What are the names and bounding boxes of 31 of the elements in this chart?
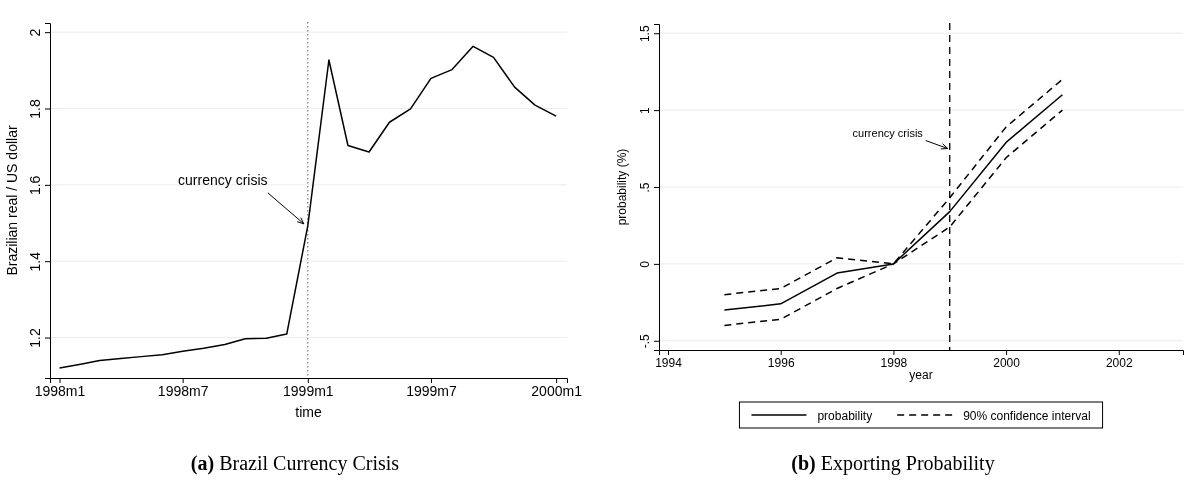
x-tick-label: 1998	[880, 355, 908, 370]
x-tick-label: 2002	[1105, 355, 1133, 370]
y-tick-label: 1.8	[27, 99, 43, 119]
text: (a) Brazil Currency Crisis	[190, 452, 400, 475]
x-tick-label: 2000m1	[531, 382, 583, 399]
y-tick-label: .5	[638, 182, 652, 193]
y-tick-label: 2	[27, 28, 43, 37]
annotation: currency crisis	[852, 126, 924, 139]
x-tick-label: 1994	[655, 355, 683, 370]
y-tick-label: 1.2	[27, 328, 43, 348]
text: (b) Exporting Probability	[791, 452, 995, 475]
x-axis-title: year	[909, 368, 933, 382]
x-tick-label: 1999m1	[283, 382, 334, 399]
y-tick-label: 1.5	[638, 25, 652, 43]
line-series	[58, 45, 557, 369]
y-axis-title: probability (%)	[615, 148, 629, 226]
y-axis-title: Brazilian real / US dollar	[4, 125, 20, 276]
x-tick-label: 1998m7	[157, 382, 209, 399]
x-tick-label: 1998m1	[34, 382, 86, 399]
x-axis-title: time	[295, 404, 322, 420]
x-tick-label: 1996	[767, 355, 795, 370]
annotation: currency crisis	[178, 171, 268, 188]
y-tick-label: 1.4	[27, 251, 43, 272]
y-tick-label: 1.6	[27, 175, 43, 196]
y-tick-label: 1	[638, 106, 652, 114]
legend-label: probability	[817, 409, 873, 423]
legend-label: 90% confidence interval	[963, 409, 1091, 423]
y-tick-label: -.5	[638, 333, 652, 349]
y-tick-label: 0	[638, 260, 652, 268]
x-tick-label: 1999m7	[406, 382, 457, 399]
x-tick-label: 2000	[993, 355, 1021, 370]
